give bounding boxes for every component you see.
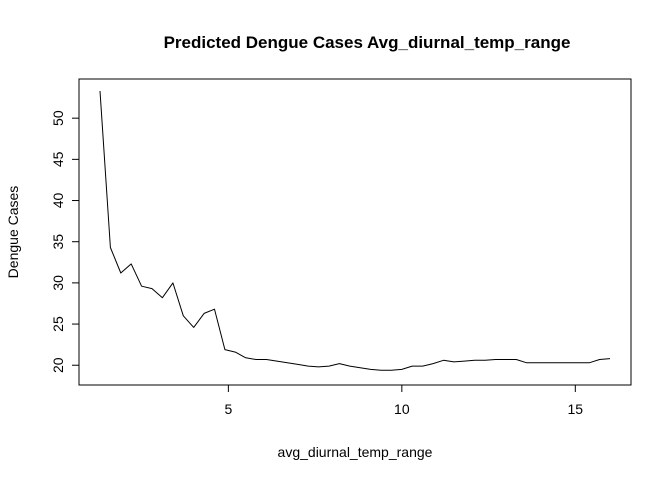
plot-box [78,78,632,386]
x-tick-label: 10 [394,401,410,417]
y-tick-label: 20 [50,357,66,373]
chart-title: Predicted Dengue Cases Avg_diurnal_temp_… [164,33,571,52]
y-axis-label: Dengue Cases [5,186,21,279]
x-tick-label: 15 [568,401,584,417]
x-axis: 5 10 15 [224,384,584,417]
x-axis-label: avg_diurnal_temp_range [278,444,433,460]
series-layer [99,90,611,371]
y-tick-label: 50 [50,110,66,126]
y-tick-label: 45 [50,151,66,167]
y-tick-label: 40 [50,193,66,209]
y-tick-label: 35 [50,234,66,250]
y-axis: 20 25 30 35 40 45 50 [50,110,80,373]
x-tick-label: 5 [224,401,232,417]
y-tick-label: 25 [50,316,66,332]
series-line [99,90,611,371]
y-tick-label: 30 [50,275,66,291]
